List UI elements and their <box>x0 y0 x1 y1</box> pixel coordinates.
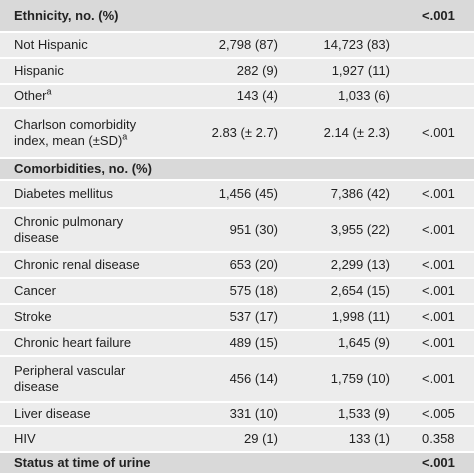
group-2-value <box>284 452 396 474</box>
footnote-marker: a <box>122 131 128 142</box>
p-value: <.001 <box>396 0 474 33</box>
group-1-value: 537 (17) <box>166 304 284 331</box>
p-value: <.001 <box>396 208 474 253</box>
p-value: <.001 <box>396 252 474 279</box>
table-row: Cancer 575 (18) 2,654 (15) <.001 <box>0 278 474 305</box>
group-2-value: 133 (1) <box>284 426 396 453</box>
table-row: Hispanic 282 (9) 1,927 (11) <box>0 58 474 85</box>
group-2-value: 1,033 (6) <box>284 84 396 109</box>
group-2-value: 7,386 (42) <box>284 180 396 209</box>
group-2-value: 2,654 (15) <box>284 278 396 305</box>
row-label: Comorbidities, no. (%) <box>0 158 166 181</box>
group-2-value: 2.14 (± 2.3) <box>284 108 396 159</box>
row-label: Peripheral vascular disease <box>0 356 166 403</box>
row-label: Ethnicity, no. (%) <box>0 0 166 33</box>
row-label: Othera <box>0 84 166 109</box>
group-2-value: 1,533 (9) <box>284 402 396 427</box>
group-1-value: 456 (14) <box>166 356 284 403</box>
footnote-marker: a <box>46 86 52 97</box>
table-row: Charlson comorbidity index, mean (±SD)a 2… <box>0 108 474 159</box>
group-2-value: 3,955 (22) <box>284 208 396 253</box>
group-2-value: 1,759 (10) <box>284 356 396 403</box>
group-1-value: 29 (1) <box>166 426 284 453</box>
group-1-value: 2,798 (87) <box>166 32 284 59</box>
p-value <box>396 84 474 109</box>
row-label: Status at time of urine <box>0 452 166 474</box>
group-1-value: 282 (9) <box>166 58 284 85</box>
p-value: <.001 <box>396 356 474 403</box>
table-row: HIV 29 (1) 133 (1) 0.358 <box>0 426 474 453</box>
table-row: Diabetes mellitus 1,456 (45) 7,386 (42) <.0… <box>0 180 474 209</box>
group-2-value: 14,723 (83) <box>284 32 396 59</box>
group-1-value: 1,456 (45) <box>166 180 284 209</box>
row-label: Chronic heart failure <box>0 330 166 357</box>
row-label: Diabetes mellitus <box>0 180 166 209</box>
row-label: Chronic renal disease <box>0 252 166 279</box>
group-2-value: 1,998 (11) <box>284 304 396 331</box>
table-row: Not Hispanic 2,798 (87) 14,723 (83) <box>0 32 474 59</box>
row-label: Charlson comorbidity index, mean (±SD)a <box>0 108 166 159</box>
table-row: Othera 143 (4) 1,033 (6) <box>0 84 474 109</box>
p-value: <.005 <box>396 402 474 427</box>
group-1-value: 575 (18) <box>166 278 284 305</box>
p-value: <.001 <box>396 452 474 474</box>
row-label: Cancer <box>0 278 166 305</box>
table-row: Chronic renal disease 653 (20) 2,299 (13) <… <box>0 252 474 279</box>
group-2-value <box>284 158 396 181</box>
table-row: Liver disease 331 (10) 1,533 (9) <.005 <box>0 402 474 427</box>
group-2-value: 1,927 (11) <box>284 58 396 85</box>
group-1-value: 331 (10) <box>166 402 284 427</box>
table-row: Chronic pulmonary disease 951 (30) 3,955 (… <box>0 208 474 253</box>
p-value <box>396 158 474 181</box>
label-text: Charlson comorbidity index, mean (±SD) <box>14 117 137 148</box>
p-value: <.001 <box>396 180 474 209</box>
p-value: 0.358 <box>396 426 474 453</box>
label-text: Other <box>14 88 47 103</box>
group-1-value <box>166 0 284 33</box>
p-value: <.001 <box>396 330 474 357</box>
table-row: Stroke 537 (17) 1,998 (11) <.001 <box>0 304 474 331</box>
p-value: <.001 <box>396 108 474 159</box>
section-row: Ethnicity, no. (%) <.001 <box>0 0 474 33</box>
table-row: Peripheral vascular disease 456 (14) 1,759… <box>0 356 474 403</box>
group-1-value: 2.83 (± 2.7) <box>166 108 284 159</box>
group-2-value: 2,299 (13) <box>284 252 396 279</box>
section-row: Status at time of urine <.001 <box>0 452 474 474</box>
group-1-value <box>166 158 284 181</box>
row-label: Hispanic <box>0 58 166 85</box>
group-1-value: 951 (30) <box>166 208 284 253</box>
p-value: <.001 <box>396 304 474 331</box>
p-value <box>396 32 474 59</box>
row-label: Stroke <box>0 304 166 331</box>
group-1-value: 653 (20) <box>166 252 284 279</box>
group-2-value <box>284 0 396 33</box>
row-label: HIV <box>0 426 166 453</box>
p-value: <.001 <box>396 278 474 305</box>
group-1-value <box>166 452 284 474</box>
group-1-value: 143 (4) <box>166 84 284 109</box>
row-label: Chronic pulmonary disease <box>0 208 166 253</box>
table-row: Chronic heart failure 489 (15) 1,645 (9) <.… <box>0 330 474 357</box>
p-value <box>396 58 474 85</box>
row-label: Not Hispanic <box>0 32 166 59</box>
group-2-value: 1,645 (9) <box>284 330 396 357</box>
section-row: Comorbidities, no. (%) <box>0 158 474 181</box>
group-1-value: 489 (15) <box>166 330 284 357</box>
row-label: Liver disease <box>0 402 166 427</box>
